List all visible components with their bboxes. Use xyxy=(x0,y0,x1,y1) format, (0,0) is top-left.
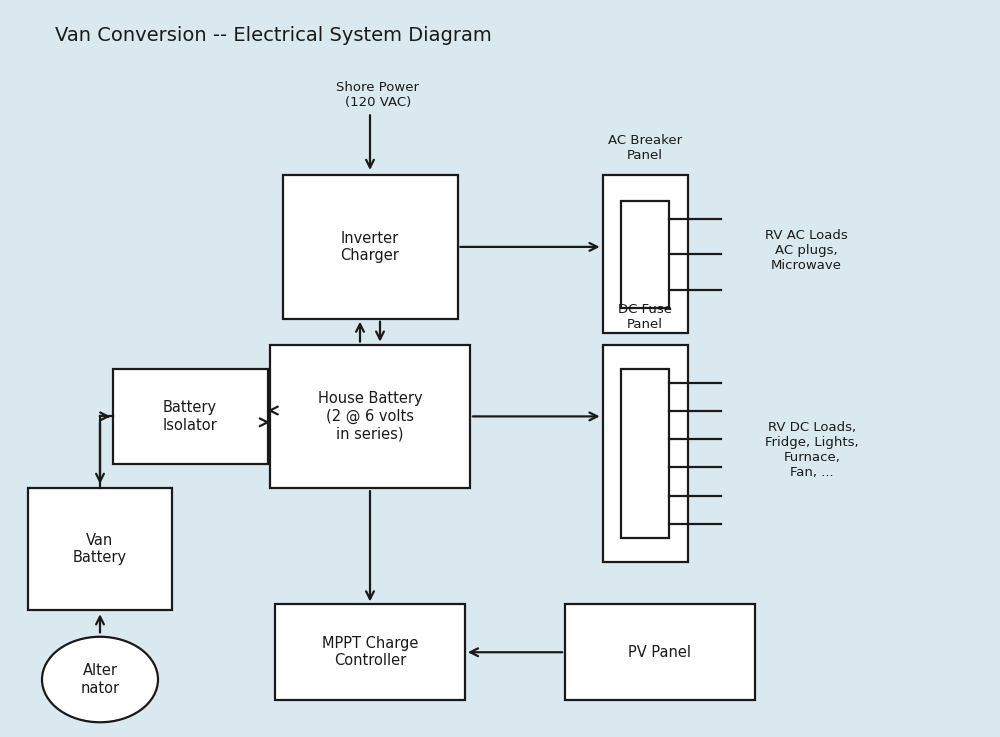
Bar xyxy=(621,201,669,308)
Bar xyxy=(112,368,268,464)
Bar xyxy=(283,175,458,318)
Text: RV AC Loads
AC plugs,
Microwave: RV AC Loads AC plugs, Microwave xyxy=(765,229,848,272)
Bar xyxy=(565,604,755,700)
Text: Battery
Isolator: Battery Isolator xyxy=(163,400,217,433)
Text: House Battery
(2 @ 6 volts
in series): House Battery (2 @ 6 volts in series) xyxy=(318,391,422,441)
Text: AC Breaker
Panel: AC Breaker Panel xyxy=(608,134,682,162)
Bar xyxy=(621,368,669,538)
Text: Van
Battery: Van Battery xyxy=(73,533,127,565)
Bar xyxy=(602,175,688,333)
Circle shape xyxy=(42,637,158,722)
Bar xyxy=(275,604,465,700)
Text: Shore Power
(120 VAC): Shore Power (120 VAC) xyxy=(336,81,420,109)
Text: PV Panel: PV Panel xyxy=(629,645,692,660)
Bar xyxy=(28,489,172,610)
Text: DC Fuse
Panel: DC Fuse Panel xyxy=(618,304,672,332)
Bar xyxy=(270,345,470,489)
Text: Van Conversion -- Electrical System Diagram: Van Conversion -- Electrical System Diag… xyxy=(55,26,492,45)
Text: MPPT Charge
Controller: MPPT Charge Controller xyxy=(322,636,418,668)
Text: Alter
nator: Alter nator xyxy=(80,663,120,696)
Text: RV DC Loads,
Fridge, Lights,
Furnace,
Fan, ...: RV DC Loads, Fridge, Lights, Furnace, Fa… xyxy=(765,421,859,478)
Text: Inverter
Charger: Inverter Charger xyxy=(341,231,399,263)
Bar xyxy=(602,345,688,562)
